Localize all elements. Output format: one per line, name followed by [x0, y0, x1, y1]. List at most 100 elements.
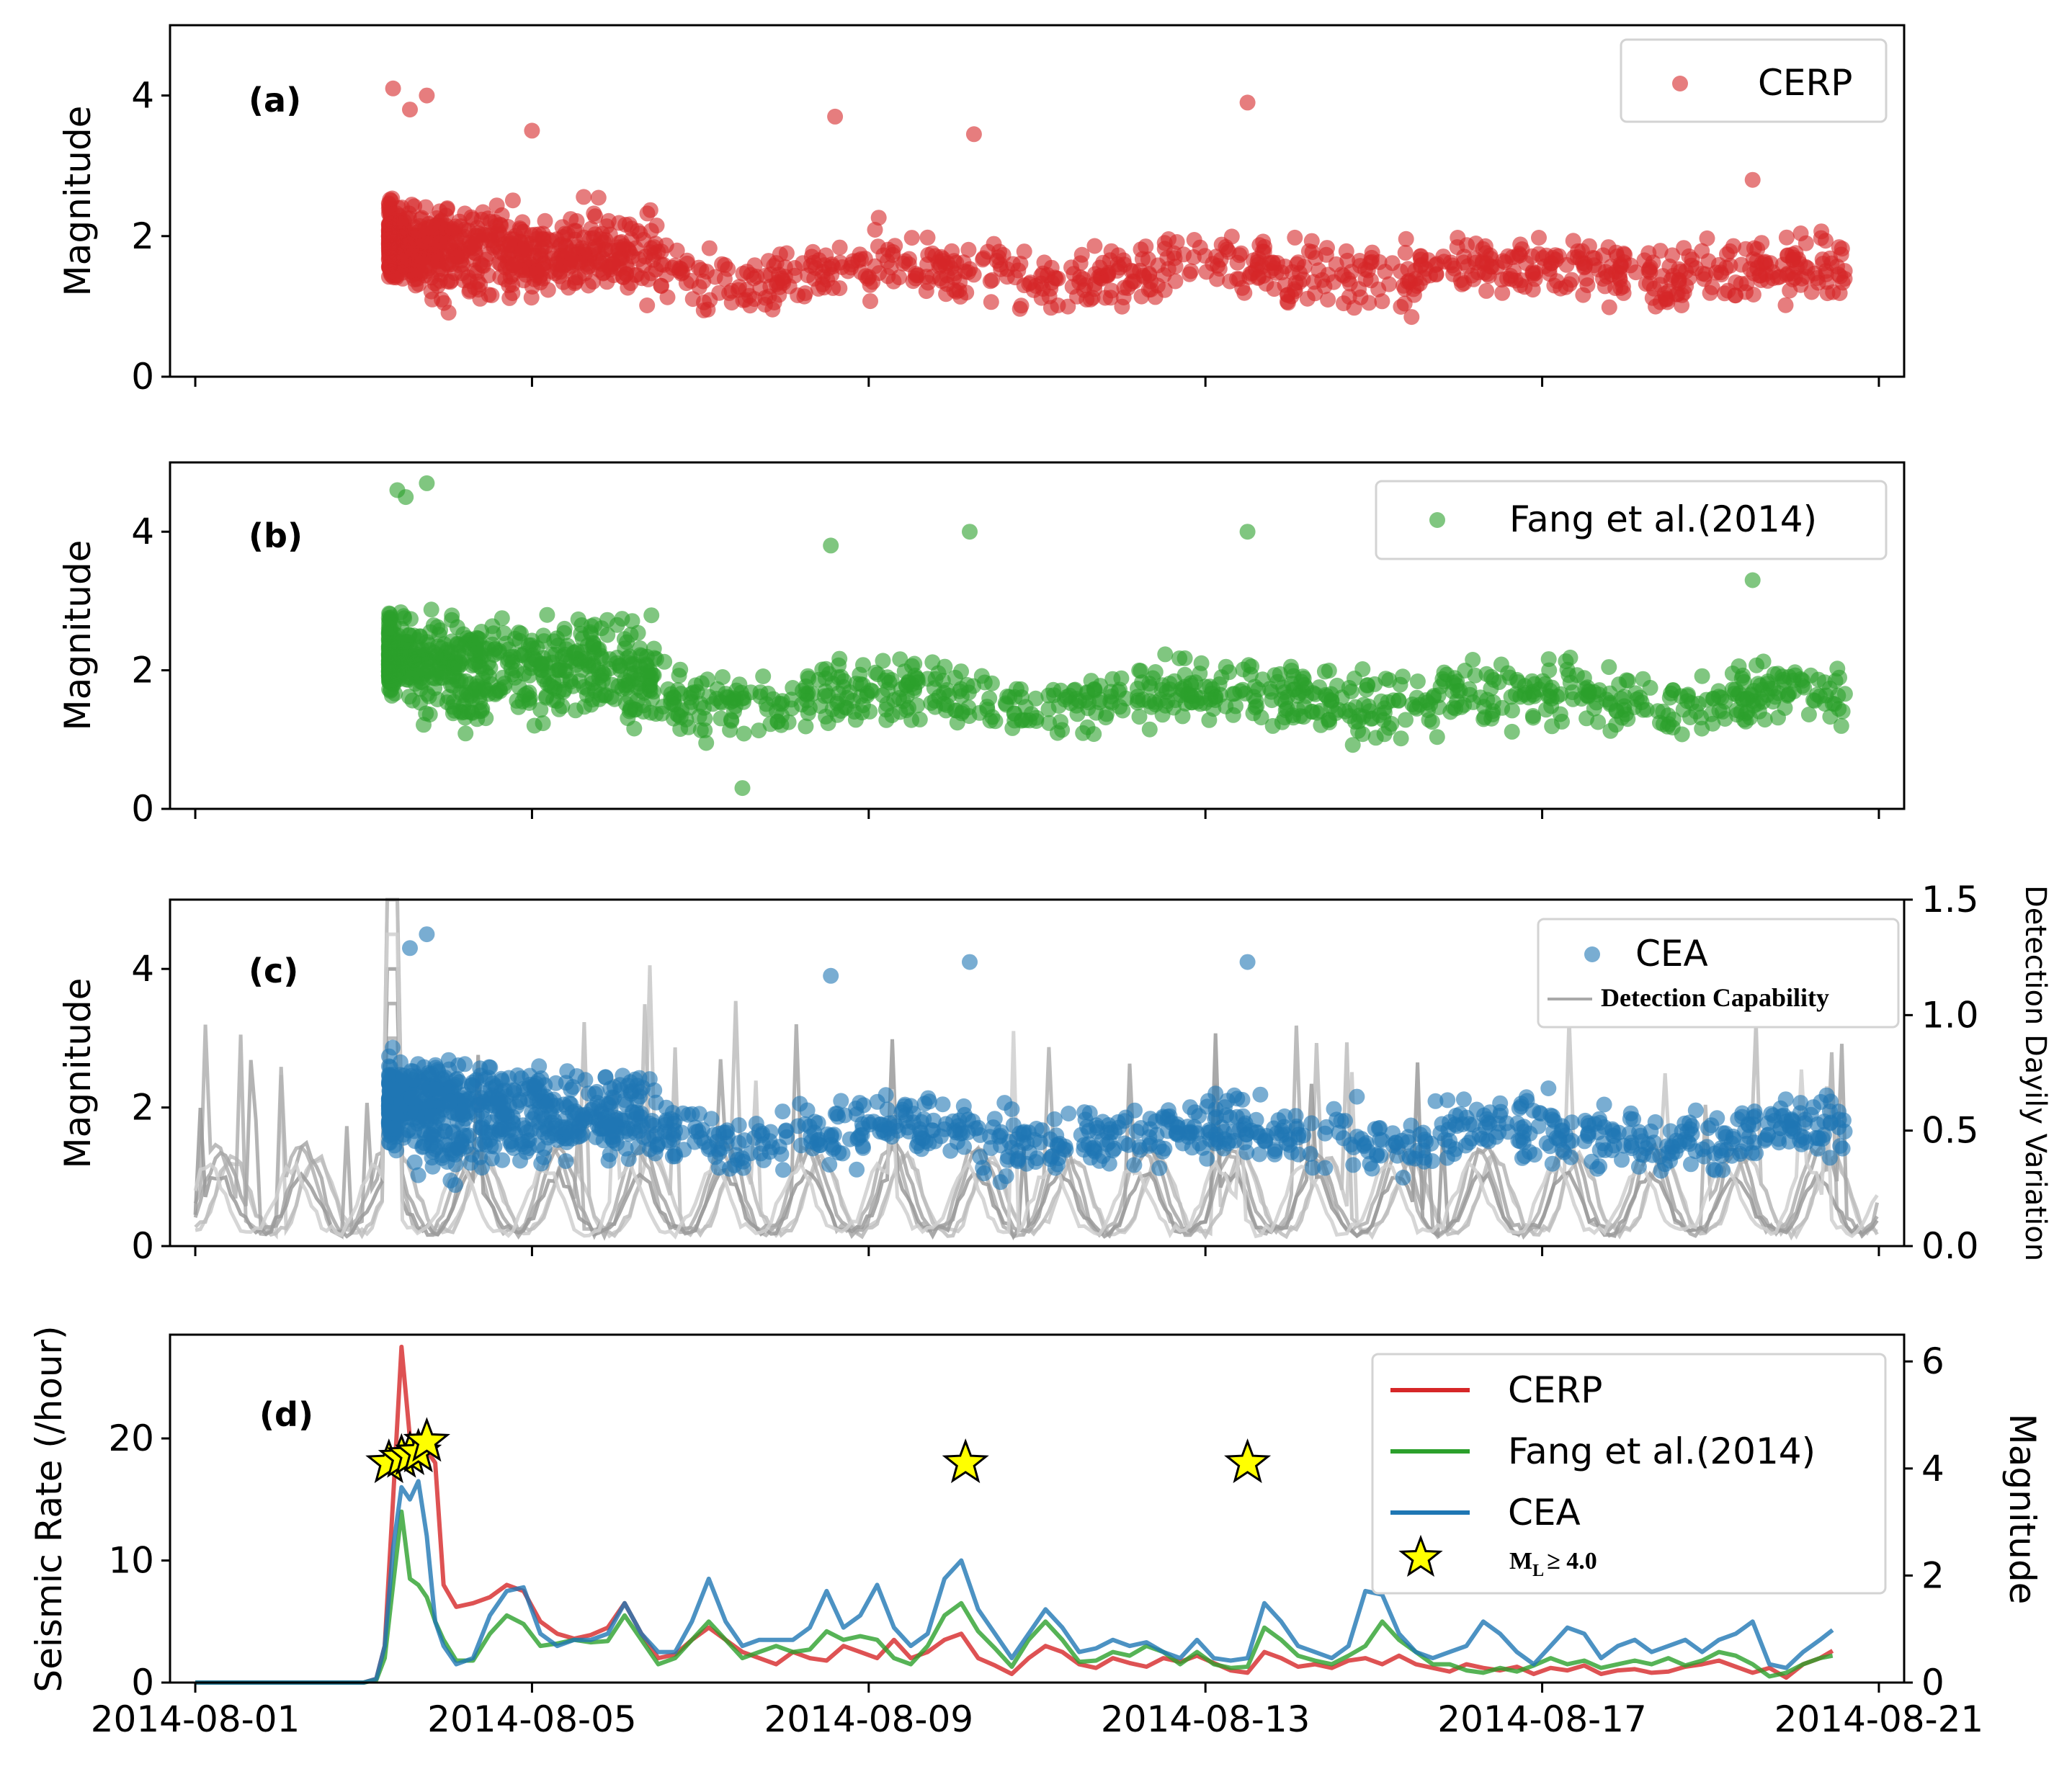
scatter-point [823, 967, 839, 984]
scatter-point [1304, 1160, 1321, 1176]
legend-cerp-marker [1672, 76, 1688, 91]
scatter-point [1264, 692, 1280, 709]
scatter-point [734, 780, 751, 797]
scatter-point [1694, 720, 1710, 737]
scatter-point [381, 658, 398, 674]
panel-a: 0 2 4 (a) Magnitude CERP [57, 24, 1906, 398]
scatter-point [1518, 255, 1535, 272]
panel-b-ylabel: Magnitude [57, 540, 99, 731]
scatter-point [1754, 235, 1770, 251]
scatter-point [1082, 1150, 1099, 1166]
scatter-point [586, 230, 602, 246]
scatter-point [1174, 708, 1191, 725]
scatter-point [769, 713, 786, 730]
y-tick-label: 2 [131, 1087, 154, 1129]
scatter-point [1376, 704, 1393, 721]
scatter-point [853, 264, 869, 280]
scatter-point [1733, 1143, 1750, 1160]
scatter-point [1558, 256, 1575, 273]
scatter-point [383, 612, 399, 628]
panel-c-legend: CEA Detection Capability [1537, 918, 1900, 1029]
scatter-point [1241, 657, 1257, 673]
scatter-point [1716, 285, 1733, 302]
scatter-point [1762, 255, 1779, 272]
scatter-point [1777, 297, 1794, 313]
legend-fang-label: Fang et al.(2014) [1508, 1430, 1816, 1472]
scatter-point [420, 1065, 437, 1081]
scatter-point [1478, 282, 1495, 299]
scatter-point [1288, 1120, 1305, 1137]
scatter-point [798, 718, 814, 735]
scatter-point [871, 265, 888, 282]
scatter-point [1225, 707, 1241, 723]
scatter-point [1484, 706, 1501, 722]
scatter-point [434, 650, 450, 666]
scatter-point [1800, 707, 1817, 722]
scatter-point [1652, 1148, 1669, 1165]
scatter-point [617, 1092, 633, 1109]
legend-ml-tail: ≥ 4.0 [1547, 1548, 1597, 1575]
scatter-point [1584, 1153, 1600, 1170]
scatter-point [473, 660, 490, 677]
scatter-point [1638, 702, 1655, 718]
scatter-point [1232, 683, 1249, 699]
scatter-point [715, 669, 731, 685]
scatter-point [992, 1174, 1009, 1191]
scatter-point [408, 277, 424, 294]
scatter-point [620, 1151, 637, 1168]
scatter-point [1538, 1135, 1555, 1152]
scatter-point [1102, 252, 1118, 269]
scatter-point [504, 192, 521, 209]
scatter-point [519, 1124, 535, 1140]
scatter-point [416, 717, 432, 733]
scatter-point [965, 126, 982, 143]
y2-tick-label: 0.5 [1921, 1110, 1979, 1152]
scatter-point [992, 256, 1009, 273]
x-tick-label: 2014-08-09 [764, 1698, 974, 1740]
scatter-point [1674, 726, 1690, 743]
scatter-point [1327, 705, 1344, 722]
y-tick-label: 0 [131, 1662, 154, 1703]
scatter-point [1682, 709, 1698, 725]
scatter-point [1106, 1140, 1122, 1157]
scatter-point [1287, 229, 1303, 246]
scatter-point [976, 674, 993, 691]
scatter-point [432, 218, 448, 235]
scatter-point [1320, 292, 1336, 308]
scatter-point [1277, 1108, 1292, 1124]
scatter-point [639, 297, 656, 313]
scatter-point [1211, 261, 1228, 277]
scatter-point [829, 695, 845, 712]
scatter-point [1066, 266, 1082, 282]
scatter-point [884, 1129, 900, 1145]
scatter-point [855, 657, 871, 673]
scatter-point [467, 236, 483, 253]
scatter-point [548, 1097, 565, 1114]
scatter-point [1770, 709, 1786, 726]
scatter-point [903, 230, 920, 246]
scatter-point [934, 1096, 951, 1113]
scatter-point [918, 283, 934, 300]
scatter-point [532, 274, 549, 291]
scatter-point [1128, 1123, 1145, 1139]
scatter-point [1026, 1132, 1042, 1148]
scatter-point [648, 218, 665, 234]
scatter-point [591, 1098, 607, 1115]
scatter-point [921, 1135, 937, 1152]
scatter-point [1269, 1125, 1285, 1142]
scatter-point [1546, 1113, 1563, 1129]
legend-cea-label: CEA [1508, 1492, 1581, 1533]
scatter-point [936, 696, 952, 712]
scatter-point [532, 702, 549, 718]
scatter-point [1600, 239, 1617, 256]
scatter-point [1832, 268, 1849, 285]
scatter-point [559, 1063, 576, 1080]
panel-c-ylabel: Magnitude [57, 978, 99, 1169]
scatter-point [1218, 1107, 1234, 1124]
scatter-point [450, 1131, 467, 1147]
scatter-point [823, 1127, 839, 1144]
scatter-point [1647, 1114, 1664, 1130]
scatter-point [533, 657, 550, 673]
scatter-point [1395, 1170, 1411, 1186]
